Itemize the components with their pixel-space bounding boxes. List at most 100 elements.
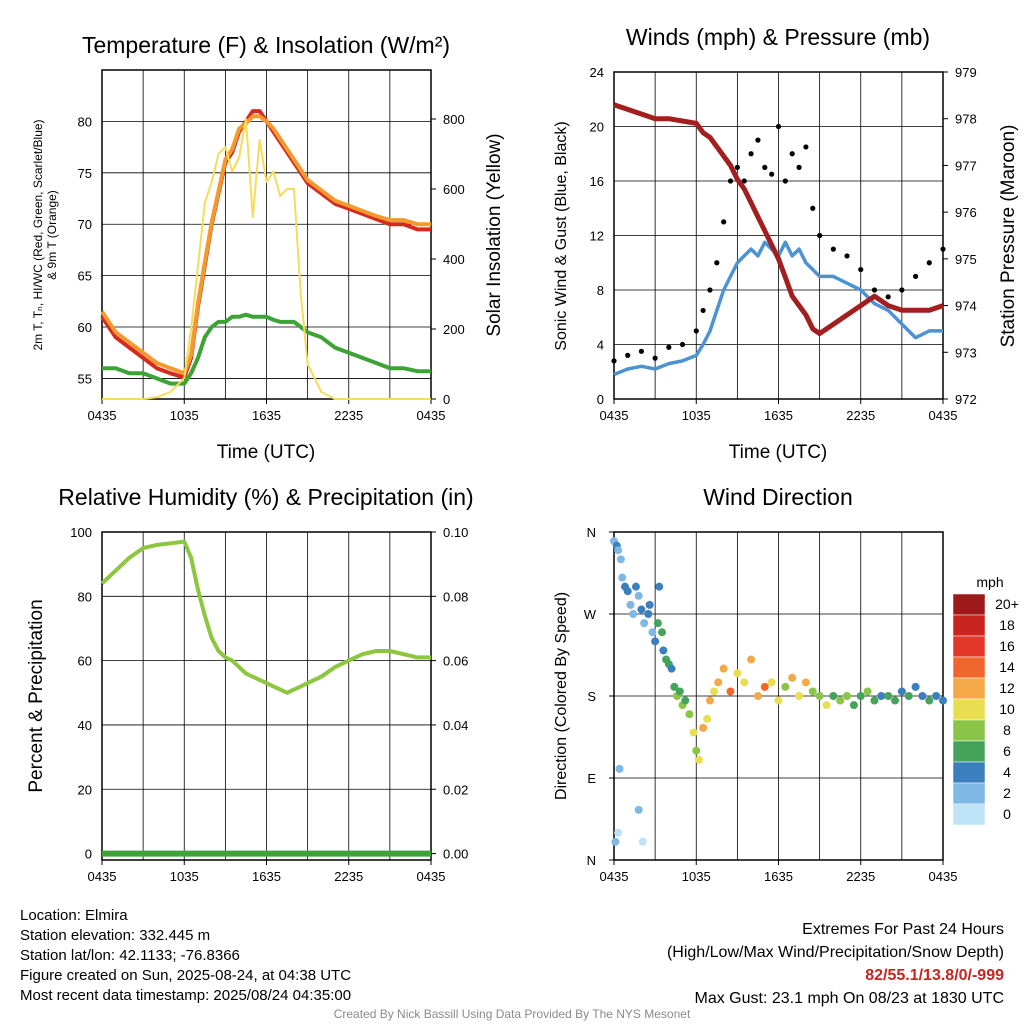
direction-point — [637, 605, 646, 614]
x-tick-label: 0435 — [88, 408, 117, 423]
y-tick-label: 20 — [78, 782, 92, 797]
extremes-title: Extremes For Past 24 Hours — [802, 921, 1004, 938]
winds-y-axis-label: Sonic Wind & Gust (Blue, Black) — [553, 121, 570, 350]
credit-line: Created By Nick Bassill Using Data Provi… — [333, 1007, 691, 1021]
direction-point — [918, 692, 927, 700]
gust-point — [871, 287, 878, 293]
y-tick-label: E — [587, 771, 596, 786]
direction-point — [781, 682, 790, 691]
y2-tick-label: 0.04 — [443, 718, 468, 733]
legend-label: 6 — [1003, 743, 1011, 759]
temperature-y-axis-label-line2: & 9m T (Orange) — [45, 190, 59, 280]
gust-point — [796, 164, 802, 170]
gust-point — [755, 137, 761, 143]
temperature-y-axis-label-line1: 2m T, Tₙ, HI/WC (Red, Green, Scarlet/Blu… — [31, 119, 45, 350]
direction-point — [710, 687, 719, 696]
y2-tick-label: 200 — [443, 322, 465, 337]
direction-point — [618, 573, 627, 582]
legend-label: 12 — [999, 680, 1015, 696]
y-tick-label: 40 — [78, 718, 92, 733]
direction-point — [681, 696, 690, 705]
direction-point — [694, 755, 703, 764]
y-tick-label: 4 — [597, 338, 604, 353]
direction-point — [631, 582, 640, 591]
recent-data-timestamp: Most recent data timestamp: 2025/08/24 0… — [20, 987, 352, 1004]
gust-point — [693, 328, 699, 334]
direction-point — [897, 687, 906, 696]
temperature-chart-title: Temperature (F) & Insolation (W/m²) — [82, 32, 450, 58]
y2-tick-label: 0.06 — [443, 654, 468, 669]
direction-point — [653, 619, 662, 628]
y2-tick-label: 0.00 — [443, 847, 468, 862]
x-tick-label: 0435 — [417, 408, 446, 423]
gust-point — [727, 178, 734, 184]
gust-point — [625, 352, 631, 358]
x-tick-label: 0435 — [929, 869, 958, 884]
direction-point — [703, 714, 712, 723]
direction-point — [863, 687, 872, 696]
y2-tick-label: 0.02 — [443, 782, 468, 797]
direction-point — [616, 555, 625, 564]
solar-y2-axis-label: Solar Insolation (Yellow) — [484, 133, 505, 336]
direction-point — [747, 655, 756, 664]
extremes-subtitle: (High/Low/Max Wind/Precipitation/Snow De… — [666, 944, 1004, 961]
y-tick-label: 55 — [78, 371, 92, 386]
x-tick-label: 0435 — [417, 869, 446, 884]
gust-point — [741, 178, 747, 184]
gust-point — [899, 287, 905, 293]
direction-point — [705, 696, 714, 705]
direction-point — [774, 696, 783, 705]
series-line-rh — [100, 539, 431, 695]
gust-point — [652, 355, 658, 361]
direction-point — [626, 600, 635, 609]
gust-point — [707, 287, 713, 293]
legend-label: 0 — [1003, 806, 1011, 822]
direction-point — [733, 669, 742, 678]
legend-label: 8 — [1003, 722, 1011, 738]
legend-swatch — [952, 761, 986, 784]
direction-point — [670, 682, 679, 691]
y-tick-label: 12 — [590, 229, 604, 244]
y-tick-label: 100 — [70, 525, 92, 540]
direction-point — [651, 637, 660, 646]
humidity-y-axis-label: Percent & Precipitation — [26, 599, 47, 792]
legend-swatch — [952, 719, 986, 742]
direction-point — [634, 591, 643, 600]
direction-point — [856, 692, 865, 700]
gust-point — [721, 219, 727, 225]
y-tick-label: 20 — [590, 120, 604, 135]
legend-swatch — [952, 803, 986, 826]
y-tick-label: S — [587, 689, 596, 704]
legend-swatch — [952, 698, 986, 721]
y-tick-label: 16 — [590, 174, 604, 189]
direction-point — [623, 587, 632, 596]
x-tick-label: 0435 — [600, 408, 629, 423]
gust-point — [926, 260, 932, 266]
y-tick-label: 60 — [78, 654, 92, 669]
series-line-sonic-wind — [613, 240, 943, 377]
direction-point — [815, 692, 824, 700]
legend-swatch — [952, 782, 986, 805]
direction-point — [611, 837, 620, 846]
y2-tick-label: 976 — [955, 205, 977, 220]
y-tick-label: 80 — [78, 589, 92, 604]
legend-label: 20+ — [995, 596, 1019, 612]
figure-created: Figure created on Sun, 2025-08-24, at 04… — [20, 967, 352, 984]
speed-legend-title: mph — [976, 574, 1003, 590]
x-tick-label: 1035 — [170, 869, 199, 884]
series-line-pressure — [613, 102, 944, 337]
temperature-x-axis-label: Time (UTC) — [217, 442, 316, 463]
legend-label: 2 — [1003, 785, 1011, 801]
direction-point — [788, 673, 797, 682]
gust-point — [762, 164, 768, 170]
gust-point — [810, 205, 816, 211]
extremes-box: Extremes For Past 24 Hours (High/Low/Max… — [667, 918, 1004, 1010]
legend-label: 4 — [1003, 764, 1011, 780]
gust-point — [803, 144, 809, 150]
x-tick-label: 2235 — [846, 408, 875, 423]
direction-point — [629, 610, 638, 618]
humidity-chart-title: Relative Humidity (%) & Precipitation (i… — [58, 484, 473, 510]
x-tick-label: 1635 — [764, 869, 793, 884]
winds-panel: Winds (mph) & Pressure (mb) Time (UTC) S… — [553, 24, 1019, 463]
